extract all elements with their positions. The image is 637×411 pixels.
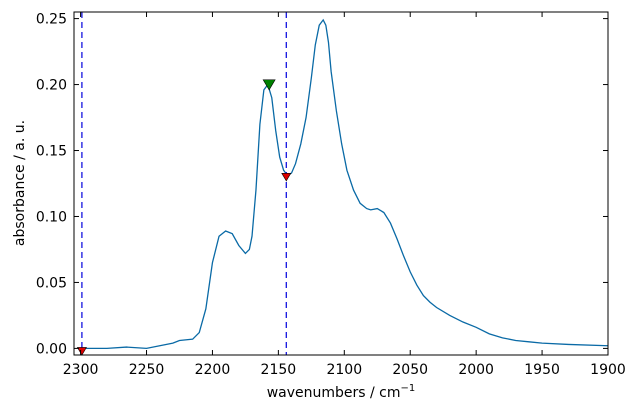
y-tick-label-5: 0.25: [36, 12, 67, 28]
x-axis-label-text: wavenumbers / cm: [267, 385, 401, 401]
y-tick-label-1: 0.05: [36, 275, 67, 291]
plot-frame: [73, 11, 609, 356]
x-axis-label-superscript: −1: [401, 383, 416, 394]
x-axis-label: wavenumbers / cm−1: [267, 383, 416, 401]
series-line-0: [80, 18, 609, 350]
x-tick-label-6: 2000: [458, 362, 494, 378]
y-tick-label-0: 0.00: [36, 341, 67, 357]
x-tick-label-1: 2250: [129, 362, 165, 378]
y-tick-label-3: 0.15: [36, 144, 67, 160]
x-tick-label-7: 1950: [524, 362, 560, 378]
plot-area: [76, 12, 609, 356]
axes-ticks: 2300 2250 2200 2150 2100 2050 2000 1950 1900 0.00…: [36, 12, 626, 378]
x-tick-label-2: 2200: [195, 362, 231, 378]
x-tick-label-3: 2150: [261, 362, 297, 378]
y-axis-label: absorbance / a. u.: [12, 120, 28, 246]
marker-1: [281, 173, 292, 182]
marker-2: [262, 79, 276, 91]
marker-0: [76, 347, 87, 356]
x-tick-label-0: 2300: [63, 362, 99, 378]
y-tick-label-2: 0.10: [36, 209, 67, 225]
y-tick-label-4: 0.20: [36, 78, 67, 94]
x-tick-label-5: 2050: [392, 362, 428, 378]
x-tick-label-4: 2100: [326, 362, 362, 378]
x-tick-label-8: 1900: [590, 362, 626, 378]
